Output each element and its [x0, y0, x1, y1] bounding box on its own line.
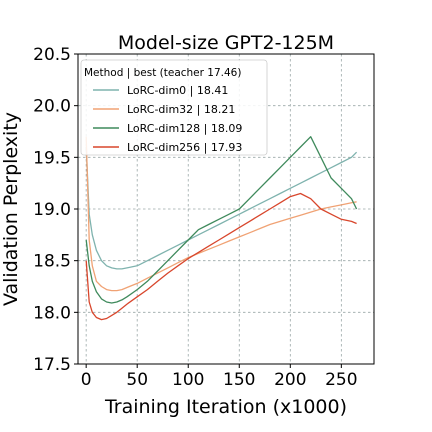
legend-entry-2: LoRC-dim128 | 18.09: [127, 122, 242, 135]
chart-title: Model-size GPT2-125M: [118, 32, 334, 54]
y-tick-label: 18.0: [33, 303, 71, 323]
y-tick-label: 18.5: [33, 252, 71, 272]
series-group: [85, 136, 358, 321]
legend-entry-0: LoRC-dim0 | 18.41: [127, 84, 228, 97]
y-tick-label: 17.5: [33, 355, 71, 375]
x-tick-label: 200: [274, 370, 306, 390]
x-tick-label: 250: [325, 370, 357, 390]
legend-entry-3: LoRC-dim256 | 17.93: [127, 141, 242, 154]
series-line-1: [85, 136, 357, 292]
series-line-0: [85, 146, 358, 270]
x-tick-label: 0: [81, 370, 92, 390]
x-tick-label: 50: [126, 370, 148, 390]
y-axis-label: Validation Perplexity: [0, 112, 22, 306]
series-line-3: [85, 192, 357, 321]
legend: Method | best (teacher 17.46) LoRC-dim0 …: [80, 59, 268, 156]
y-tick-label: 20.5: [33, 45, 71, 65]
y-axis-ticks: 17.5 18.0 18.5 19.0 19.5 20.0 20.5: [33, 45, 78, 375]
legend-entry-1: LoRC-dim32 | 18.21: [127, 103, 235, 116]
legend-entries: LoRC-dim0 | 18.41 LoRC-dim32 | 18.21 LoRC-…: [93, 84, 242, 154]
y-tick-label: 19.5: [33, 148, 71, 168]
x-axis-ticks: 0 50 100 150 200 250: [81, 364, 358, 390]
x-tick-label: 100: [172, 370, 204, 390]
y-tick-label: 20.0: [33, 97, 71, 117]
x-tick-label: 150: [223, 370, 255, 390]
x-axis-label: Training Iteration (x1000): [104, 396, 347, 418]
series-line-2: [85, 136, 358, 304]
series-lines: [85, 136, 358, 321]
legend-title: Method | best (teacher 17.46): [84, 67, 241, 79]
y-tick-label: 19.0: [33, 200, 71, 220]
legend-box: [80, 59, 268, 156]
